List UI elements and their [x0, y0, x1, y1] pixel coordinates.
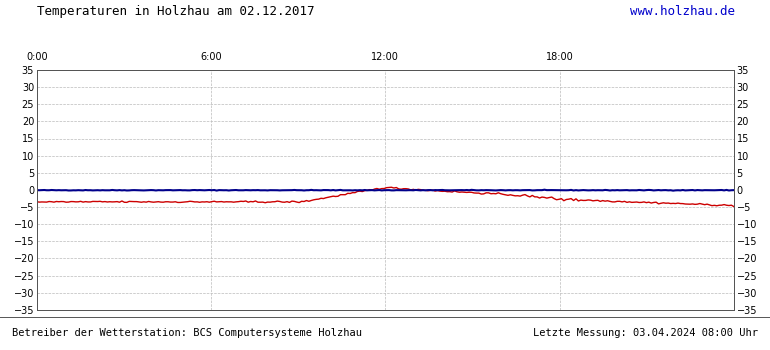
Text: Letzte Messung: 03.04.2024 08:00 Uhr: Letzte Messung: 03.04.2024 08:00 Uhr — [534, 328, 758, 338]
Text: www.holzhau.de: www.holzhau.de — [631, 5, 735, 18]
Text: Temperaturen in Holzhau am 02.12.2017: Temperaturen in Holzhau am 02.12.2017 — [37, 5, 314, 18]
Text: Betreiber der Wetterstation: BCS Computersysteme Holzhau: Betreiber der Wetterstation: BCS Compute… — [12, 328, 362, 338]
